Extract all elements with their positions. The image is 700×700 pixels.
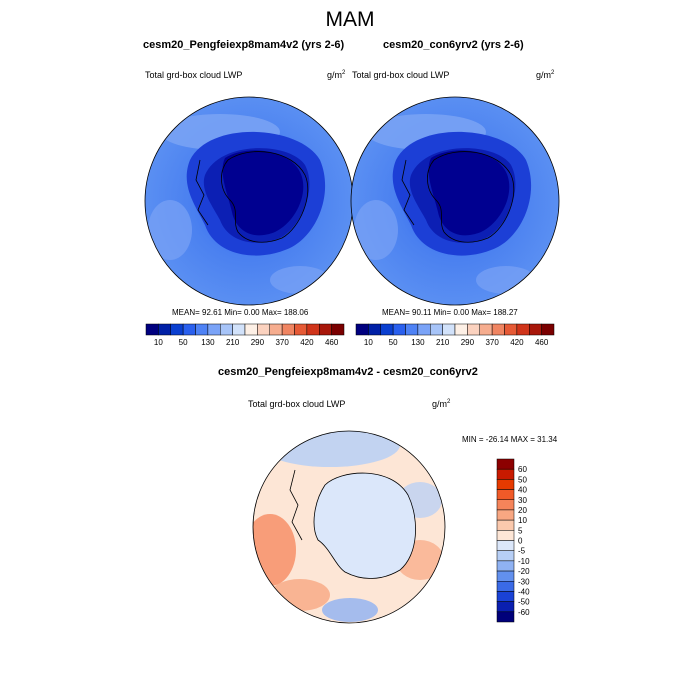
diff-colorbar-swatch bbox=[496, 530, 515, 541]
diff-colorbar-tick-label: 60 bbox=[518, 465, 527, 474]
left-colorbar-swatch bbox=[182, 323, 196, 336]
right-colorbar-swatch bbox=[504, 323, 518, 336]
diff-colorbar-swatch bbox=[496, 509, 515, 521]
diff-colorbar-tick-label: -30 bbox=[518, 577, 530, 586]
left-colorbar-swatch bbox=[257, 323, 270, 336]
right-colorbar-tick-label: 210 bbox=[436, 338, 450, 347]
diff-units-label: g/m2 bbox=[432, 399, 451, 409]
left-colorbar-swatch bbox=[319, 323, 332, 336]
left-colorbar-swatch bbox=[220, 323, 233, 336]
left-colorbar-tick-label: 370 bbox=[275, 338, 289, 347]
right-colorbar-tick-label: 10 bbox=[364, 338, 373, 347]
diff-colorbar-swatch bbox=[496, 499, 515, 511]
left-colorbar-tick-label: 290 bbox=[251, 338, 265, 347]
left-colorbar-swatch bbox=[195, 323, 209, 336]
left-colorbar-swatch bbox=[158, 323, 171, 336]
left-colorbar-tick-label: 420 bbox=[300, 338, 314, 347]
diff-colorbar-swatch bbox=[496, 611, 515, 623]
diff-colorbar-tick-label: -50 bbox=[518, 598, 530, 607]
right-colorbar-swatch bbox=[417, 323, 431, 336]
left-colorbar-tick-label: 460 bbox=[325, 338, 339, 347]
left-colorbar-swatch bbox=[207, 323, 221, 336]
left-colorbar-tick-label: 210 bbox=[226, 338, 240, 347]
left-colorbar-swatch bbox=[269, 323, 283, 336]
right-polar-map bbox=[351, 97, 559, 305]
diff-colorbar-tick-label: 10 bbox=[518, 516, 527, 525]
right-panel-title: cesm20_con6yrv2 (yrs 2-6) bbox=[383, 39, 524, 51]
left-polar-map bbox=[145, 97, 353, 305]
left-colorbar-swatch bbox=[306, 323, 320, 336]
right-colorbar-swatch bbox=[405, 323, 419, 336]
left-variable-label: Total grd-box cloud LWP bbox=[145, 70, 243, 80]
diff-colorbar-swatch bbox=[496, 479, 515, 490]
left-panel-title: cesm20_Pengfeiexp8mam4v2 (yrs 2-6) bbox=[143, 39, 345, 51]
difference-polar-map bbox=[253, 431, 445, 623]
right-units-label: g/m2 bbox=[536, 70, 555, 80]
diff-colorbar-swatch bbox=[496, 540, 515, 551]
right-colorbar-swatch bbox=[529, 323, 542, 336]
left-colorbar-swatch bbox=[232, 323, 246, 336]
left-stats: MEAN= 92.61 Min= 0.00 Max= 188.06 bbox=[172, 308, 309, 317]
left-colorbar-swatch bbox=[145, 323, 159, 336]
right-colorbar-swatch bbox=[541, 323, 555, 336]
right-colorbar-swatch bbox=[380, 323, 394, 336]
diff-minmax: MIN = -26.14 MAX = 31.34 bbox=[462, 435, 558, 444]
diff-colorbar-swatch bbox=[496, 560, 515, 572]
diff-colorbar-tick-label: 5 bbox=[518, 526, 523, 535]
right-colorbar-swatch bbox=[430, 323, 443, 336]
diff-colorbar-swatch bbox=[496, 581, 515, 592]
diff-colorbar-swatch bbox=[496, 489, 515, 500]
right-colorbar-swatch bbox=[392, 323, 406, 336]
diff-colorbar-tick-label: 0 bbox=[518, 537, 523, 546]
diff-colorbar-swatch bbox=[496, 550, 515, 562]
diff-colorbar-swatch bbox=[496, 519, 515, 531]
right-colorbar: 10 50 130 210 290 370 420 460 bbox=[355, 323, 555, 347]
diff-variable-label: Total grd-box cloud LWP bbox=[248, 399, 346, 409]
diff-colorbar-swatch bbox=[496, 570, 515, 582]
diff-colorbar-swatch bbox=[496, 591, 515, 602]
right-stats: MEAN= 90.11 Min= 0.00 Max= 188.27 bbox=[382, 308, 518, 317]
diff-colorbar-tick-label: -5 bbox=[518, 547, 526, 556]
figure-title: MAM bbox=[325, 8, 375, 31]
right-colorbar-swatch bbox=[442, 323, 456, 336]
diff-colorbar-tick-label: -40 bbox=[518, 587, 530, 596]
right-colorbar-tick-label: 290 bbox=[461, 338, 475, 347]
diff-colorbar-tick-label: 50 bbox=[518, 475, 527, 484]
diff-colorbar-swatch bbox=[496, 601, 515, 613]
right-colorbar-tick-label: 130 bbox=[411, 338, 425, 347]
diff-colorbar-tick-label: 20 bbox=[518, 506, 527, 515]
right-colorbar-tick-label: 420 bbox=[510, 338, 524, 347]
right-colorbar-swatch bbox=[355, 323, 369, 336]
left-colorbar-swatch bbox=[281, 323, 295, 336]
diff-colorbar-tick-label: -20 bbox=[518, 567, 530, 576]
right-colorbar-swatch bbox=[368, 323, 381, 336]
right-variable-label: Total grd-box cloud LWP bbox=[352, 70, 450, 80]
diff-colorbar-tick-label: 40 bbox=[518, 486, 527, 495]
left-colorbar-swatch bbox=[170, 323, 184, 336]
diff-panel-title: cesm20_Pengfeiexp8mam4v2 - cesm20_con6yr… bbox=[218, 366, 478, 378]
right-colorbar-tick-label: 370 bbox=[485, 338, 499, 347]
left-colorbar-swatch bbox=[331, 323, 345, 336]
left-colorbar-tick-label: 50 bbox=[179, 338, 188, 347]
diff-colorbar-tick-label: 30 bbox=[518, 496, 527, 505]
left-colorbar-tick-label: 10 bbox=[154, 338, 163, 347]
left-colorbar-swatch bbox=[294, 323, 308, 336]
left-colorbar: 10 50 130 210 290 370 420 460 bbox=[145, 323, 345, 347]
right-colorbar-swatch bbox=[491, 323, 505, 336]
right-colorbar-tick-label: 460 bbox=[535, 338, 549, 347]
diff-colorbar-tick-label: -10 bbox=[518, 557, 530, 566]
left-colorbar-tick-label: 130 bbox=[201, 338, 215, 347]
right-colorbar-tick-label: 50 bbox=[389, 338, 398, 347]
right-colorbar-swatch bbox=[479, 323, 493, 336]
right-colorbar-swatch bbox=[467, 323, 480, 336]
right-colorbar-swatch bbox=[454, 323, 468, 336]
right-colorbar-swatch bbox=[516, 323, 530, 336]
left-colorbar-swatch bbox=[244, 323, 258, 336]
diff-colorbar-swatch bbox=[496, 468, 515, 480]
left-units-label: g/m2 bbox=[327, 70, 346, 80]
diff-colorbar-tick-label: -60 bbox=[518, 608, 530, 617]
diff-colorbar-swatch bbox=[496, 458, 515, 470]
